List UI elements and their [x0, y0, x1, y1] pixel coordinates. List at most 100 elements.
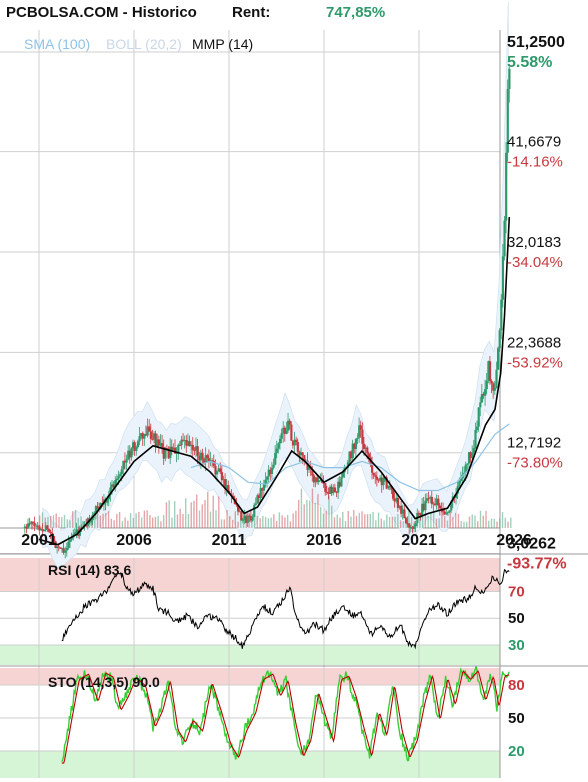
candle [114, 480, 117, 488]
volume-bar [176, 514, 179, 528]
candle [400, 505, 403, 514]
candle [413, 526, 416, 529]
candle [374, 475, 377, 477]
candle [375, 476, 379, 480]
candle [322, 482, 325, 484]
volume-bar [460, 520, 462, 528]
mmp-line [38, 216, 511, 546]
candle [238, 511, 241, 513]
volume-bar [386, 514, 388, 528]
volume-bar [270, 517, 272, 528]
volume-bar [234, 511, 237, 528]
candle [35, 525, 38, 527]
candle [435, 498, 438, 506]
candle [472, 447, 475, 453]
candle [51, 533, 54, 537]
volume-bar [113, 520, 115, 528]
candle [351, 443, 354, 459]
volume-bar [251, 515, 253, 528]
candle [312, 475, 316, 483]
candle [371, 463, 374, 473]
sto-label: STO (14,3,5) 90.0 [48, 674, 160, 690]
volume-bar [240, 517, 242, 528]
volume-bar [421, 515, 424, 528]
candle [495, 369, 498, 388]
candle [96, 506, 99, 509]
candle [445, 512, 448, 515]
candle [340, 477, 343, 487]
rsi-zone-high [0, 558, 500, 592]
candle [282, 427, 285, 434]
candle [170, 446, 173, 451]
candle [199, 452, 203, 461]
candle [291, 440, 295, 446]
candle [350, 451, 353, 459]
candle [143, 434, 146, 439]
volume-bar [292, 513, 294, 528]
volume-bar [55, 513, 57, 528]
volume-bar [107, 511, 110, 528]
volume-bar [253, 512, 256, 528]
volume-bar [209, 511, 212, 528]
volume-bar [41, 512, 44, 528]
candle [327, 492, 330, 494]
candle [159, 443, 162, 446]
candle [469, 452, 472, 458]
pct-tick-label: -93.77% [507, 556, 567, 573]
candle [73, 532, 77, 535]
candle [136, 441, 140, 448]
candle [488, 361, 492, 381]
volume-bar [96, 513, 99, 528]
candle [165, 448, 169, 450]
candle [191, 444, 194, 450]
candle [422, 503, 425, 511]
x-tick-label: 2021 [401, 532, 437, 549]
rsi-zone-low [0, 644, 500, 665]
candle [440, 508, 443, 510]
pct-tick-label: -73.80% [507, 455, 563, 472]
volume-bar [127, 520, 129, 528]
candle [41, 529, 44, 532]
candle [353, 443, 356, 450]
rsi-level-label: 30 [508, 637, 525, 654]
volume-bar [135, 513, 137, 528]
candle [283, 427, 287, 435]
candle [138, 436, 141, 442]
candle [329, 486, 332, 494]
candle [130, 448, 133, 458]
volume-bar [229, 516, 231, 528]
candle [493, 387, 496, 391]
candle [183, 440, 186, 442]
candle [146, 426, 149, 436]
volume-bar [377, 512, 380, 528]
candle [246, 515, 249, 523]
candle [341, 472, 345, 478]
volume-bar [61, 517, 63, 528]
volume-bar [264, 517, 267, 528]
site-title: PCBOLSA.COM - Historico [6, 4, 197, 21]
candle [220, 472, 224, 481]
volume-bar [157, 516, 159, 528]
candle [194, 446, 198, 451]
candle [180, 439, 183, 446]
candle [256, 495, 259, 504]
volume-bar [58, 516, 60, 528]
volume-bar [99, 515, 102, 528]
volume-bar [151, 517, 154, 528]
volume-bar [394, 516, 396, 528]
volume-bar [72, 511, 74, 528]
candle [67, 541, 70, 548]
candle [222, 479, 225, 481]
sma-line [190, 423, 510, 492]
volume-bar [286, 514, 289, 528]
volume-bar [350, 516, 352, 528]
volume-bar [116, 513, 118, 528]
candle [259, 488, 262, 499]
candle [364, 447, 367, 450]
volume-bar [140, 517, 143, 528]
volume-bar [438, 518, 440, 528]
candle [455, 493, 458, 498]
candle [332, 487, 335, 494]
rent-value: 747,85% [326, 4, 386, 21]
